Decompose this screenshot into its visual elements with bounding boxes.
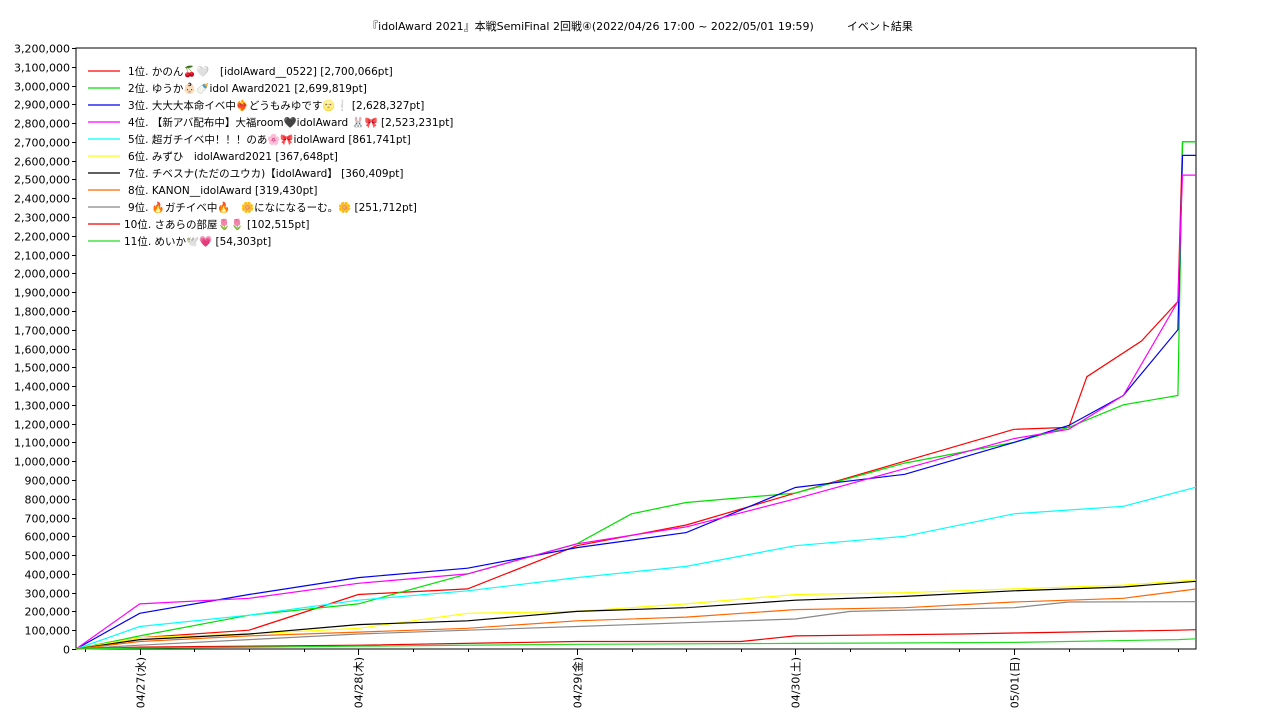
y-tick-label: 1,600,000 <box>14 344 70 357</box>
legend-entry-2: 2位. ゆうか👶🏻🍼idol Award2021 [2,699,819pt] <box>128 82 367 95</box>
legend-entry-7: 7位. チベスナ(ただのユウカ)【idolAward】 [360,409pt] <box>128 167 404 180</box>
series-line-4 <box>75 174 1196 650</box>
legend-entry-8: 8位. KANON__idolAward [319,430pt] <box>128 184 317 197</box>
series-line-8 <box>75 588 1197 650</box>
y-tick-label: 200,000 <box>25 606 71 619</box>
y-tick-label: 2,200,000 <box>14 231 70 244</box>
y-tick-label: 1,800,000 <box>14 306 70 319</box>
legend-entry-9: 9位. 🔥ガチイベ中🔥 🌼になになるーむ。🌼 [251,712pt] <box>128 201 417 214</box>
plot-frame <box>75 47 1197 650</box>
legend-entry-10: 10位. さあらの部屋🌷🌷 [102,515pt] <box>124 218 309 231</box>
y-tick-label: 3,000,000 <box>14 81 70 94</box>
y-tick-label: 1,700,000 <box>14 325 70 338</box>
x-tick-label: 04/27(水) <box>135 657 148 708</box>
y-tick-label: 700,000 <box>25 513 71 526</box>
y-tick-label: 1,100,000 <box>14 437 70 450</box>
y-tick-label: 600,000 <box>25 531 71 544</box>
y-tick-label: 800,000 <box>25 494 71 507</box>
y-tick-label: 1,900,000 <box>14 287 70 300</box>
legend-entry-6: 6位. みずひ idolAward2021 [367,648pt] <box>128 150 338 163</box>
y-tick-label: 2,300,000 <box>14 212 70 225</box>
y-tick-label: 2,400,000 <box>14 193 70 206</box>
y-tick-label: 2,600,000 <box>14 156 70 169</box>
series-line-2 <box>75 141 1196 650</box>
series-line-5 <box>75 486 1197 650</box>
y-tick-label: 3,100,000 <box>14 62 70 75</box>
y-tick-label: 100,000 <box>25 625 71 638</box>
legend-entry-3: 3位. 大大大本命イベ中❤️‍🔥どうもみゆです🌝❕ [2,628,327pt] <box>128 99 424 112</box>
series-lines <box>75 141 1197 650</box>
legend-entry-11: 11位. めいか🕊️💗 [54,303pt] <box>124 235 271 248</box>
y-tick-label: 400,000 <box>25 569 71 582</box>
y-tick-label: 1,000,000 <box>14 456 70 469</box>
y-tick-label: 1,200,000 <box>14 419 70 432</box>
y-tick-label: 500,000 <box>25 550 71 563</box>
x-tick-label: 04/29(金) <box>571 657 585 708</box>
y-tick-label: 2,500,000 <box>14 174 70 187</box>
y-tick-label: 1,400,000 <box>14 381 70 394</box>
series-line-1 <box>75 141 1196 650</box>
y-tick-label: 0 <box>63 644 70 657</box>
y-tick-label: 1,300,000 <box>14 400 70 413</box>
legend-entry-5: 5位. 超ガチイベ中！！！のあ🌸🎀idolAward [861,741pt] <box>128 133 411 146</box>
y-tick-label: 1,500,000 <box>14 362 70 375</box>
legend-entry-1: 1位. かのん🍒🤍 [idolAward__0522] [2,700,066pt… <box>128 65 393 78</box>
series-line-7 <box>75 580 1197 650</box>
y-tick-label: 2,800,000 <box>14 118 70 131</box>
series-line-9 <box>75 601 1197 650</box>
legend-entry-4: 4位. 【新アバ配布中】大福room🖤idolAward 🐰🎀 [2,523,2… <box>128 116 453 129</box>
series-line-11 <box>75 638 1197 650</box>
series-line-10 <box>75 629 1197 650</box>
y-tick-label: 2,700,000 <box>14 137 70 150</box>
y-tick-label: 2,100,000 <box>14 250 70 263</box>
y-tick-label: 900,000 <box>25 475 71 488</box>
legend: 1位. かのん🍒🤍 [idolAward__0522] [2,700,066pt… <box>88 65 453 248</box>
x-tick-label: 04/30(土) <box>790 657 803 708</box>
x-tick-label: 05/01(日) <box>1009 657 1022 708</box>
axes: 0 100,000 200,000 300,000 400,000 500,000 600,… <box>14 43 1197 708</box>
y-tick-label: 3,200,000 <box>14 43 70 56</box>
y-tick-label: 2,900,000 <box>14 99 70 112</box>
chart-title: 『idolAward 2021』本戦SemiFinal 2回戦④(2022/04… <box>367 20 913 33</box>
y-tick-label: 300,000 <box>25 588 71 601</box>
y-tick-label: 2,000,000 <box>14 268 70 281</box>
series-line-3 <box>75 154 1196 650</box>
x-tick-label: 04/28(木) <box>353 657 366 708</box>
